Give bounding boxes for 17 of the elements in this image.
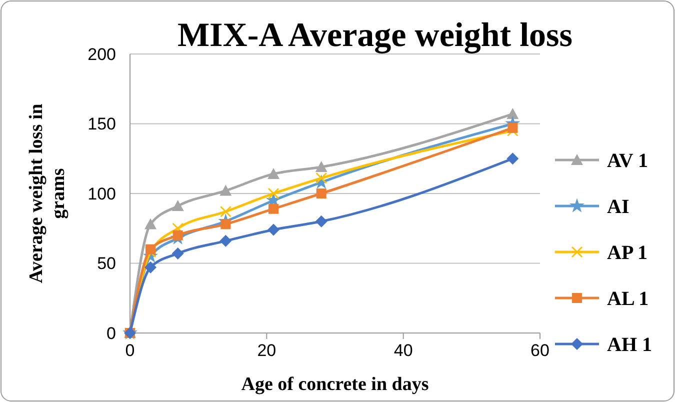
- legend-label: AP 1: [607, 242, 648, 264]
- legend-label: AV 1: [607, 150, 648, 172]
- y-axis-title: Average weight loss in grams: [26, 103, 69, 284]
- y-tick-label: 50: [97, 254, 116, 274]
- y-tick-label: 150: [88, 114, 116, 134]
- chart-title: MIX-A Average weight loss: [177, 17, 573, 54]
- x-tick-label: 0: [125, 341, 135, 360]
- legend-label: AI: [607, 196, 630, 218]
- legend-label: AH 1: [607, 334, 652, 356]
- x-tick-label: 40: [394, 341, 413, 360]
- legend-label: AL 1: [607, 288, 649, 310]
- y-tick-label: 100: [88, 184, 116, 204]
- y-tick-label: 200: [88, 44, 116, 64]
- x-tick-label: 60: [530, 341, 550, 360]
- y-tick-label: 0: [106, 324, 116, 343]
- x-axis-title: Age of concrete in days: [241, 374, 429, 395]
- x-tick-label: 20: [257, 341, 276, 360]
